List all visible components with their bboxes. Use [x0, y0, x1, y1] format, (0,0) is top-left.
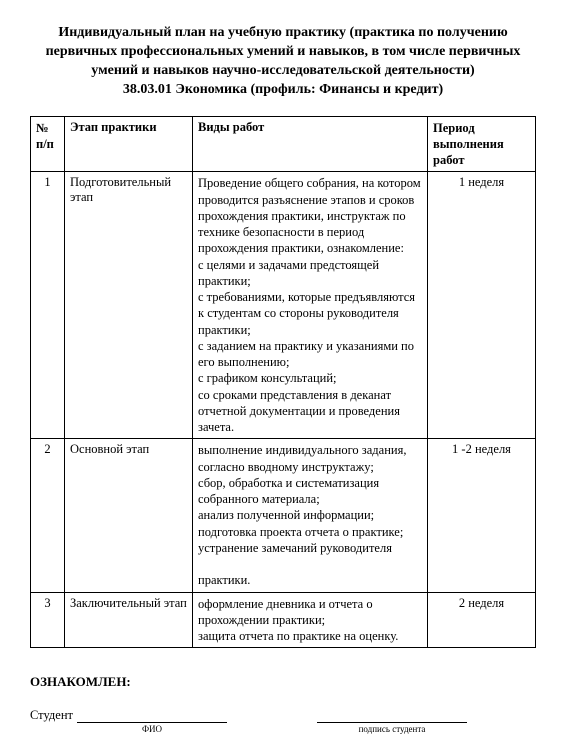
cell-num: 3	[31, 592, 65, 648]
col-header-stage: Этап практики	[65, 116, 193, 172]
table-header-row: № п/п Этап практики Виды работ Период вы…	[31, 116, 536, 172]
signature-caption: подпись студента	[317, 724, 467, 734]
fio-caption: ФИО	[77, 724, 227, 734]
table-row: 2 Основной этап выполнение индивидуально…	[31, 439, 536, 592]
student-label: Студент	[30, 708, 77, 723]
title-line-1: Индивидуальный план на учебную практику …	[58, 25, 507, 40]
col-header-period: Период выполнения работ	[428, 116, 536, 172]
cell-work: Проведение общего собрания, на котором п…	[193, 172, 428, 439]
table-row: 1 Подготовительный этап Проведение общег…	[31, 172, 536, 439]
cell-period: 1 -2 неделя	[428, 439, 536, 592]
title-line-3: умений и навыков научно-исследовательско…	[91, 63, 474, 78]
col-header-num: № п/п	[31, 116, 65, 172]
cell-stage: Основной этап	[65, 439, 193, 592]
cell-num: 1	[31, 172, 65, 439]
title-line-4: 38.03.01 Экономика (профиль: Финансы и к…	[123, 82, 443, 97]
cell-num: 2	[31, 439, 65, 592]
plan-table: № п/п Этап практики Виды работ Период вы…	[30, 116, 536, 649]
footer-block: ОЗНАКОМЛЕН: Студент ФИО подпись студента	[30, 674, 536, 723]
cell-stage: Подготовительный этап	[65, 172, 193, 439]
cell-period: 1 неделя	[428, 172, 536, 439]
document-page: Индивидуальный план на учебную практику …	[0, 0, 566, 743]
cell-stage: Заключительный этап	[65, 592, 193, 648]
signature-line: подпись студента	[317, 709, 467, 723]
cell-period: 2 неделя	[428, 592, 536, 648]
col-header-work: Виды работ	[193, 116, 428, 172]
table-row: 3 Заключительный этап оформление дневник…	[31, 592, 536, 648]
cell-work: оформление дневника и отчета о прохожден…	[193, 592, 428, 648]
title-line-2: первичных профессиональных умений и навы…	[46, 44, 521, 59]
fio-line: ФИО	[77, 709, 227, 723]
acknowledged-label: ОЗНАКОМЛЕН:	[30, 674, 536, 690]
document-title: Индивидуальный план на учебную практику …	[30, 24, 536, 100]
signature-row: Студент ФИО подпись студента	[30, 708, 536, 723]
cell-work: выполнение индивидуального задания, согл…	[193, 439, 428, 592]
